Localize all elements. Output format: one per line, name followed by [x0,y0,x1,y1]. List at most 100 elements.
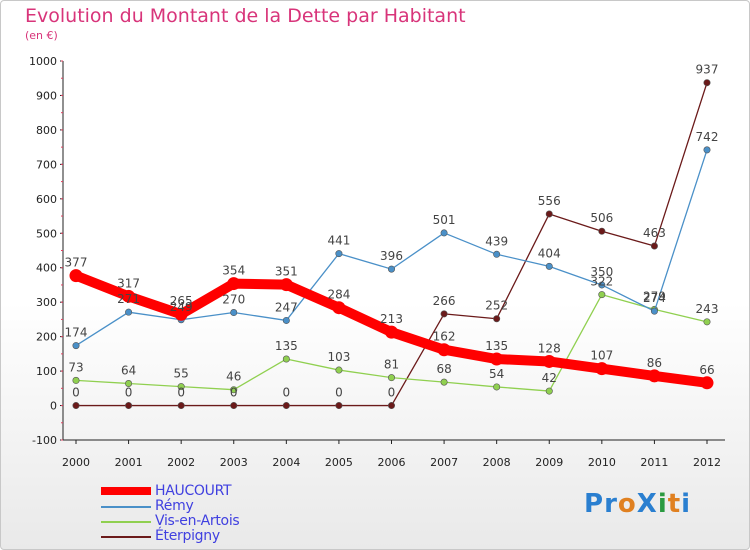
data-point [440,378,448,386]
legend-label-remy: Rémy [155,498,194,514]
x-tick-label: 2012 [693,456,721,469]
data-label: 439 [485,234,508,248]
data-label: 42 [542,371,557,385]
x-tick-label: 2008 [483,456,511,469]
data-point [332,301,346,315]
x-tick-label: 2004 [272,456,300,469]
data-label: 279 [643,289,666,303]
data-point [72,402,80,410]
data-point [72,342,80,350]
data-point [545,210,553,218]
data-label: 377 [65,256,88,270]
y-tick-label: 200 [36,331,57,344]
y-tick-label: 100 [36,365,57,378]
data-label: 247 [275,300,298,314]
data-point [282,355,290,363]
chart-title: Evolution du Montant de la Dette par Hab… [25,5,466,27]
data-label: 0 [125,386,133,400]
data-label: 135 [485,339,508,353]
data-label: 55 [174,367,189,381]
y-tick-label: 900 [36,89,57,102]
legend-swatch-vis-en-artois [101,521,151,523]
data-point [650,242,658,250]
data-point [387,374,395,382]
data-point [177,383,185,391]
data-point [700,376,714,390]
data-label: 350 [590,265,613,279]
data-label: 0 [283,386,291,400]
data-label: 322 [590,275,613,289]
data-point [279,278,293,292]
legend-label-vis-en-artois: Vis-en-Artois [155,513,240,529]
data-point [493,315,501,323]
y-tick-label: 600 [36,193,57,206]
logo-letter: t [667,489,682,519]
data-label: 213 [380,312,403,326]
data-label: 317 [117,276,140,290]
data-label: 506 [590,211,613,225]
data-label: 243 [696,302,719,316]
data-label: 937 [696,63,719,77]
legend-swatch-eterpigny [101,536,151,538]
data-label: 46 [226,370,241,384]
data-point [72,376,80,384]
data-point [230,386,238,394]
y-tick-label: 400 [36,262,57,275]
legend-label-haucourt: HAUCOURT [155,483,232,499]
data-point [545,387,553,395]
data-label: 0 [388,386,396,400]
x-tick-label: 2002 [167,456,195,469]
data-point [703,79,711,87]
data-label: 162 [433,330,456,344]
data-label: 135 [275,339,298,353]
data-point [440,310,448,318]
data-label: 0 [72,386,80,400]
data-point [335,250,343,258]
data-point [230,309,238,317]
logo-letter: i [657,489,668,519]
data-point [174,307,188,321]
data-point [387,265,395,273]
data-point [437,343,451,357]
legend-swatch-remy [101,506,151,508]
data-point [650,307,658,315]
x-tick-label: 2011 [640,456,668,469]
data-label: 351 [275,265,298,279]
data-point [122,289,136,303]
data-label: 274 [643,291,666,305]
data-point [69,269,83,283]
data-label: 265 [170,294,193,308]
data-label: 441 [327,234,350,248]
data-label: 396 [380,249,403,263]
logo-letter: i [681,489,692,519]
x-tick-label: 2001 [115,456,143,469]
data-label: 284 [327,288,350,302]
data-point [282,402,290,410]
logo-letter: r [604,489,618,519]
data-point [703,146,711,154]
x-tick-label: 2009 [535,456,563,469]
x-tick-label: 2000 [62,456,90,469]
data-label: 68 [436,362,451,376]
data-point [125,402,133,410]
data-point [125,308,133,316]
data-point [387,402,395,410]
data-point [177,402,185,410]
chart-unit: (en €) [25,29,58,42]
data-point [545,262,553,270]
data-point [647,369,661,383]
data-label: 64 [121,363,136,377]
data-label: 0 [177,386,185,400]
data-label: 54 [489,367,504,381]
data-label: 249 [170,300,193,314]
data-label: 404 [538,246,561,260]
data-point [595,362,609,376]
data-point [542,354,556,368]
x-tick-label: 2007 [430,456,458,469]
data-label: 174 [65,326,88,340]
data-label: 252 [485,299,508,313]
logo-letter: o [617,489,637,519]
data-point [227,277,241,291]
legend-swatch-haucourt [101,487,151,495]
